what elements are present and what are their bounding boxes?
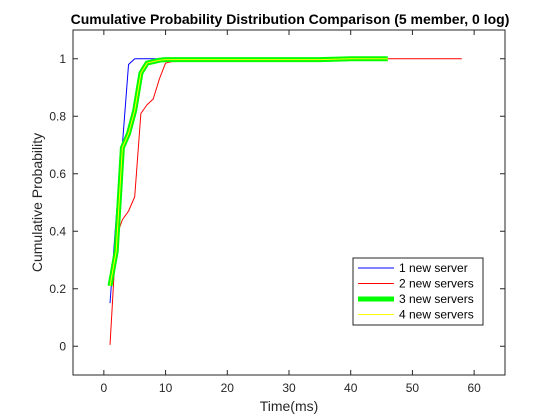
legend-box bbox=[352, 257, 484, 326]
x-tick-label: 10 bbox=[159, 381, 173, 395]
x-tick-label: 50 bbox=[406, 381, 420, 395]
series-line-4 bbox=[109, 58, 388, 286]
x-tick-label: 20 bbox=[221, 381, 235, 395]
y-tick-label: 0.8 bbox=[49, 109, 66, 123]
chart-title: Cumulative Probability Distribution Comp… bbox=[71, 11, 510, 27]
y-tick-label: 0.2 bbox=[49, 282, 66, 296]
x-tick-label: 60 bbox=[467, 381, 481, 395]
legend-label: 1 new server bbox=[399, 261, 468, 275]
y-tick-label: 0 bbox=[59, 339, 66, 353]
legend-label: 4 new servers bbox=[399, 308, 474, 322]
legend-label: 2 new servers bbox=[399, 277, 474, 291]
legend-label: 3 new servers bbox=[399, 292, 474, 306]
y-axis-label: Cumulative Probability bbox=[29, 133, 45, 272]
x-tick-label: 30 bbox=[282, 381, 296, 395]
y-tick-label: 0.6 bbox=[49, 167, 66, 181]
x-tick-label: 0 bbox=[101, 381, 108, 395]
x-axis: 0 10 20 30 40 50 60 bbox=[101, 30, 481, 395]
x-axis-label: Time(ms) bbox=[260, 398, 319, 414]
y-axis: 0 0.2 0.4 0.6 0.8 1 bbox=[49, 52, 505, 353]
y-tick-label: 1 bbox=[59, 52, 66, 66]
y-tick-label: 0.4 bbox=[49, 224, 66, 238]
series-lines bbox=[107, 56, 462, 345]
x-tick-label: 40 bbox=[344, 381, 358, 395]
